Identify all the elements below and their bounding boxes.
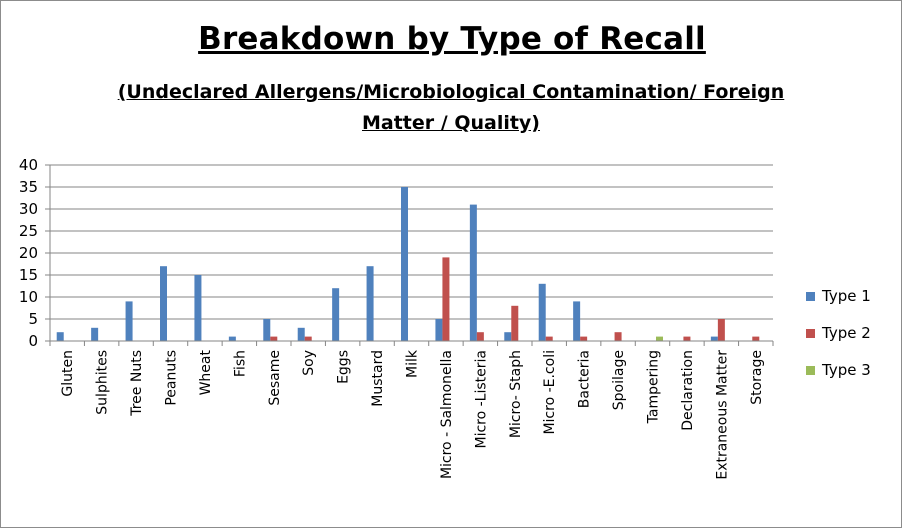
bar-type-2 [545, 336, 553, 341]
y-tick-label: 25 [19, 222, 38, 240]
category-label: Wheat [198, 349, 214, 395]
category-label: Bacteria [577, 350, 593, 408]
y-tick-label: 20 [19, 244, 38, 262]
bar-type-1 [435, 319, 443, 341]
bar-type-2 [580, 336, 588, 341]
category-label: Micro- Staph [508, 350, 524, 438]
category-label: Mustard [370, 350, 386, 407]
category-label: Peanuts [164, 350, 180, 406]
bar-type-1 [366, 266, 374, 341]
category-label: Micro -E.coli [542, 350, 558, 435]
x-axis-labels: Gluten Sulphites Tree Nuts Peanuts Wheat Fish… [60, 349, 765, 480]
category-label: Sulphites [95, 350, 111, 415]
category-label: Tree Nuts [129, 350, 145, 417]
bar-type-1 [538, 283, 546, 341]
category-label: Storage [749, 350, 765, 405]
legend: Type 1 Type 2 Type 3 [806, 287, 871, 379]
category-label: Tampering [646, 350, 662, 424]
bars [56, 187, 760, 341]
category-label: Spoilage [611, 350, 627, 410]
bar-type-2 [270, 336, 278, 341]
bar-type-1 [160, 266, 167, 341]
category-label: Eggs [336, 350, 352, 384]
legend-label: Type 1 [821, 287, 871, 305]
bar-type-1 [297, 327, 305, 341]
chart-subtitle: (Undeclared Allergens/Microbiological Co… [117, 81, 785, 134]
y-tick-label: 15 [19, 266, 38, 284]
legend-label: Type 3 [821, 361, 871, 379]
legend-swatch [806, 329, 815, 338]
y-tick-label: 40 [19, 156, 38, 174]
bar-type-1 [194, 275, 202, 341]
chart-title: Breakdown by Type of Recall [198, 21, 706, 57]
legend-swatch [806, 292, 815, 301]
bar-type-1 [91, 327, 99, 341]
bar-type-1 [56, 332, 64, 341]
category-label: Soy [301, 350, 317, 376]
bar-type-1 [228, 336, 236, 341]
category-label: Declaration [680, 350, 696, 431]
bar-type-2 [304, 336, 312, 341]
category-label: Sesame [267, 350, 283, 406]
category-label: Fish [232, 350, 248, 377]
category-label: Micro - Salmonella [439, 350, 455, 479]
category-label: Gluten [60, 350, 76, 397]
legend-label: Type 2 [821, 324, 871, 342]
axes [45, 164, 774, 346]
bar-type-3 [656, 336, 663, 341]
y-axis-ticks: 0 5 10 15 20 25 30 35 40 [19, 156, 38, 350]
y-tick-label: 30 [19, 200, 38, 218]
bar-type-2 [752, 336, 760, 341]
y-tick-label: 10 [19, 288, 38, 306]
y-tick-label: 5 [28, 310, 38, 328]
category-label: Extraneous Matter [714, 350, 730, 480]
bar-type-1 [573, 301, 581, 341]
bar-type-1 [263, 319, 271, 341]
category-label: Milk [405, 349, 421, 378]
category-label: Micro -Listeria [473, 350, 489, 449]
y-tick-label: 35 [19, 178, 38, 196]
gridlines [50, 164, 773, 320]
bar-type-1 [710, 336, 718, 341]
bar-type-1 [469, 204, 477, 341]
bar-type-1 [125, 301, 133, 341]
y-tick-label: 0 [28, 332, 38, 350]
bar-type-2 [717, 319, 725, 341]
legend-swatch [806, 366, 815, 375]
bar-type-1 [332, 288, 340, 341]
bar-type-1 [504, 332, 512, 341]
bar-type-2 [442, 257, 450, 341]
bar-type-2 [476, 332, 484, 341]
bar-type-2 [683, 336, 691, 341]
bar-type-2 [511, 305, 519, 341]
bar-type-2 [614, 332, 622, 341]
bar-type-1 [401, 187, 408, 341]
